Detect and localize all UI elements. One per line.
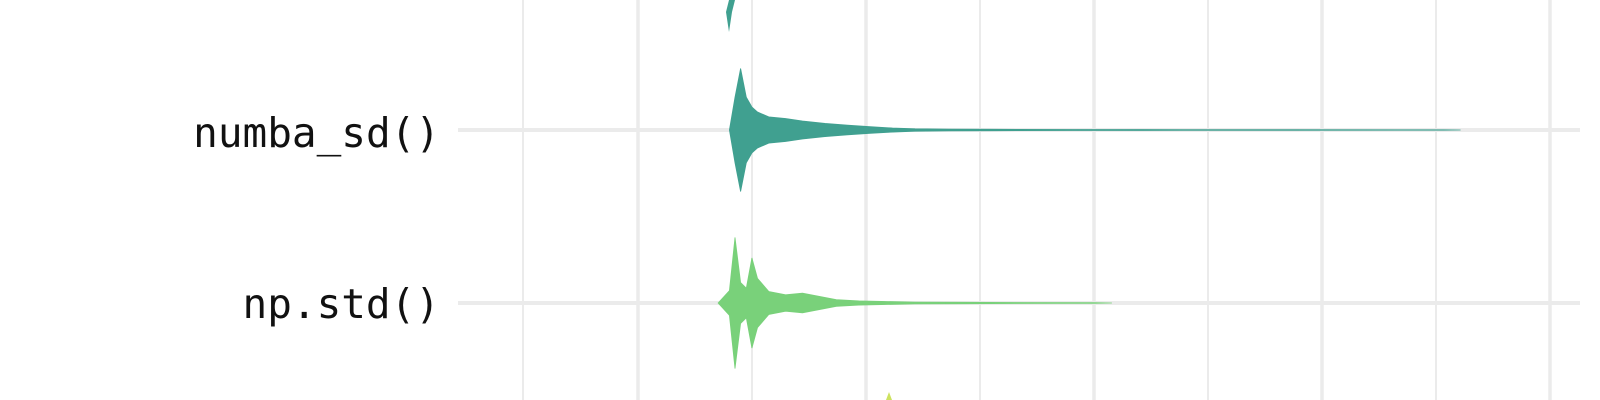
grid xyxy=(458,0,1580,400)
violin-numba-sd xyxy=(728,68,1461,192)
violin-np-std xyxy=(717,237,1112,369)
violin-clipped-bottom xyxy=(886,392,892,400)
violins xyxy=(717,0,1461,400)
row-label-np-std: np.std() xyxy=(243,280,440,328)
row-labels: numba_sd() np.std() xyxy=(193,109,440,328)
violin-clipped-top xyxy=(726,0,735,32)
row-label-numba-sd: numba_sd() xyxy=(193,109,440,157)
